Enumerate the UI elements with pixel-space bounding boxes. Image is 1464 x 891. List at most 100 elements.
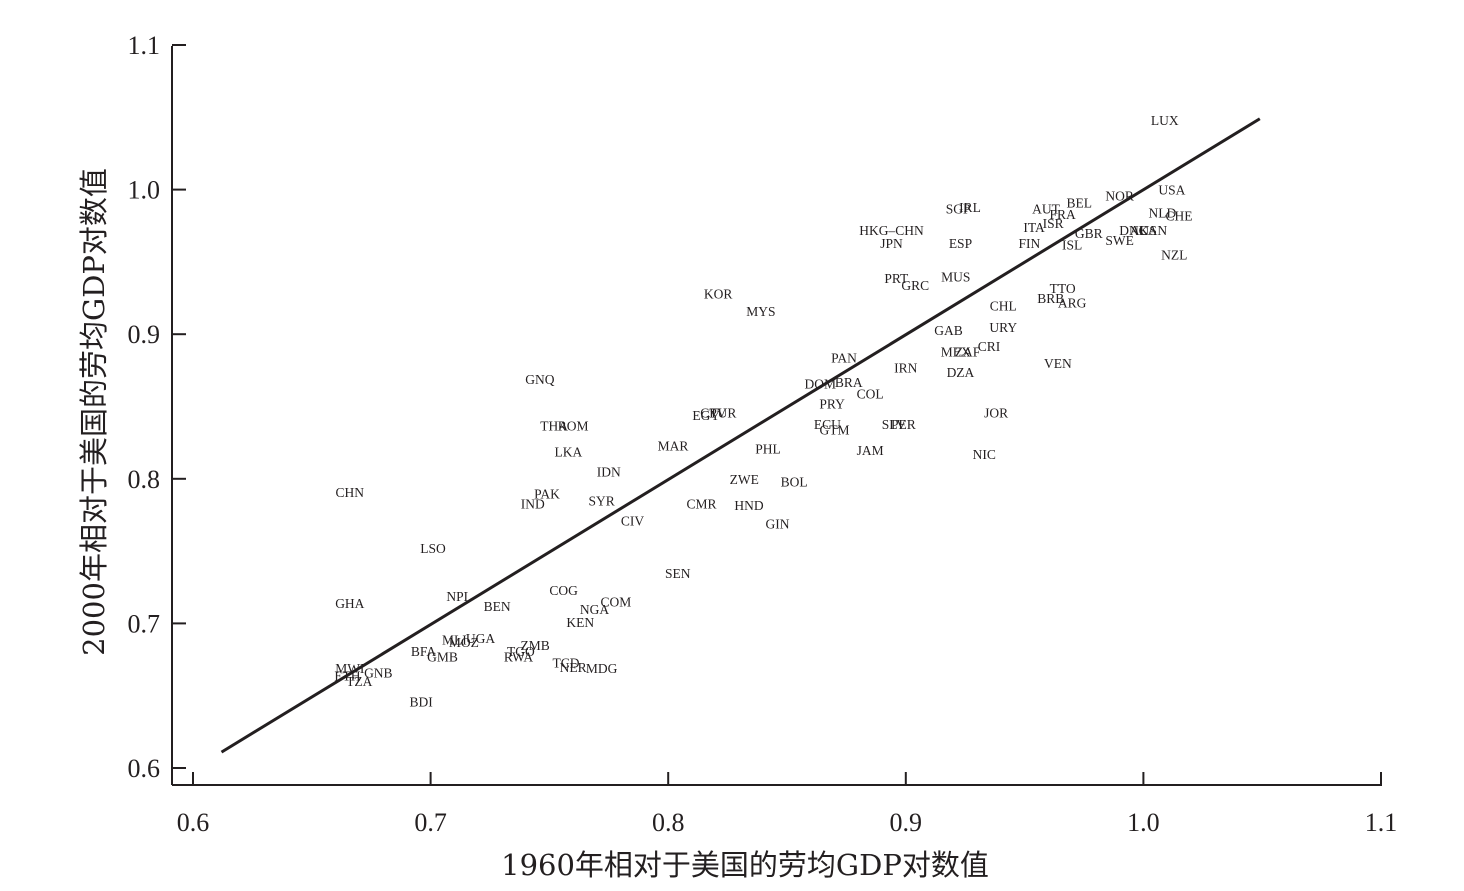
point-label-syr: SYR [589,493,615,508]
point-label-tza: TZA [346,674,372,689]
y-axis-ticks: 0.6 0.7 0.8 0.9 1.0 1.1 [128,31,186,783]
x-tick-label: 0.8 [652,808,685,837]
point-label-ven: VEN [1044,356,1072,371]
point-label-aus: AUS [1130,223,1157,238]
point-label-grc: GRC [901,278,929,293]
point-label-can: CAN [1139,223,1168,238]
point-label-ury: URY [989,320,1017,335]
point-label-jor: JOR [984,405,1008,420]
point-label-brb: BRB [1037,291,1064,306]
point-label-ita: ITA [1023,220,1045,235]
point-label-ken: KEN [566,615,594,630]
x-tick-label: 0.6 [177,808,210,837]
point-label-tgo: TGO [507,644,535,659]
x-tick-label: 1.0 [1127,808,1160,837]
point-label-mwi: MWI [335,661,365,676]
point-label-lux: LUX [1151,113,1179,128]
point-label-cmr: CMR [686,496,716,511]
point-label-gmb: GMB [427,650,458,665]
point-label-hkg–chn: HKG–CHN [859,223,924,238]
point-label-tto: TTO [1050,281,1076,296]
point-label-isr: ISR [1043,216,1064,231]
point-label-tcd: TCD [553,655,580,670]
point-label-rwa: RWA [504,650,534,665]
y-tick-label: 1.0 [128,176,161,205]
point-label-rom: ROM [558,418,589,433]
x-axis-ticks: 0.6 0.7 0.8 0.9 1.0 1.1 [177,772,1397,837]
point-label-gtm: GTM [820,423,850,438]
point-label-esp: ESP [949,236,972,251]
y-tick-label: 1.1 [128,31,161,60]
point-label-dom: DOM [805,376,837,391]
point-label-bol: BOL [781,475,808,490]
point-label-nor: NOR [1105,188,1134,203]
point-label-chl: CHL [990,298,1017,313]
point-label-pak: PAK [534,486,560,501]
point-label-tur: TUR [709,405,736,420]
point-label-kor: KOR [704,287,733,302]
point-label-tha: THA [540,418,568,433]
point-label-isl: ISL [1062,238,1082,253]
x-tick-label: 0.7 [414,808,447,837]
point-label-mex: MEX [941,345,971,360]
point-label-irn: IRN [894,360,918,375]
point-label-jpn: JPN [880,236,903,251]
point-label-ecu: ECU [814,417,841,432]
y-tick-label: 0.7 [128,609,161,638]
point-label-arg: ARG [1058,295,1087,310]
point-label-nzl: NZL [1161,248,1187,263]
point-label-bel: BEL [1066,196,1092,211]
point-label-prt: PRT [884,271,909,286]
point-label-cri: CRI [978,339,1001,354]
point-label-cog: COG [549,583,578,598]
point-label-sen: SEN [665,566,691,581]
point-label-ben: BEN [484,599,511,614]
point-label-nga: NGA [580,602,609,617]
point-label-nld: NLD [1149,206,1177,221]
y-axis-title: 2000年相对于美国的劳均GDP对数值 [77,168,111,656]
point-label-pan: PAN [831,350,857,365]
point-label-lso: LSO [420,541,446,556]
point-label-ind: IND [521,496,545,511]
point-label-dnk: DNK [1119,223,1148,238]
point-label-che: CHE [1166,209,1193,224]
point-label-eth: ETH [334,668,360,683]
point-label-gbr: GBR [1075,226,1103,241]
point-label-uga: UGA [466,631,495,646]
point-label-gnq: GNQ [525,372,554,387]
point-label-mli: MLI [442,632,467,647]
point-label-mus: MUS [941,269,970,284]
y-tick-label: 0.8 [128,465,161,494]
point-label-bfa: BFA [411,644,437,659]
point-label-bdi: BDI [409,694,433,709]
point-label-fra: FRA [1049,207,1076,222]
point-label-chn: CHN [336,485,365,500]
point-label-gin: GIN [765,517,789,532]
point-label-ner: NER [560,660,587,675]
point-label-slv: SLV [882,417,907,432]
plot-area: 0.6 0.7 0.8 0.9 1.0 1.1 0.6 0.7 0.8 0.9 1.0 1.1 LU… [128,31,1398,837]
point-label-zaf: ZAF [955,345,981,360]
y-tick-label: 0.9 [128,320,161,349]
point-label-cpv: CPV [700,405,727,420]
point-label-nic: NIC [973,447,996,462]
point-label-fin: FIN [1018,236,1040,251]
point-label-jam: JAM [857,443,884,458]
point-label-moz: MOZ [449,635,479,650]
point-label-gnb: GNB [364,666,393,681]
point-label-dza: DZA [947,365,975,380]
fit-line [220,117,1261,754]
point-label-irl: IRL [959,200,981,215]
point-label-usa: USA [1158,183,1185,198]
point-label-sgp: SGP [946,201,971,216]
point-label-per: PER [891,417,916,432]
point-label-lka: LKA [555,444,583,459]
point-label-egy: EGY [692,408,720,423]
point-label-mdg: MDG [586,661,618,676]
point-label-zwe: ZWE [730,472,759,487]
point-label-hnd: HND [734,498,763,513]
point-label-idn: IDN [597,465,621,480]
point-label-zmb: ZMB [521,638,550,653]
point-label-swe: SWE [1105,233,1134,248]
